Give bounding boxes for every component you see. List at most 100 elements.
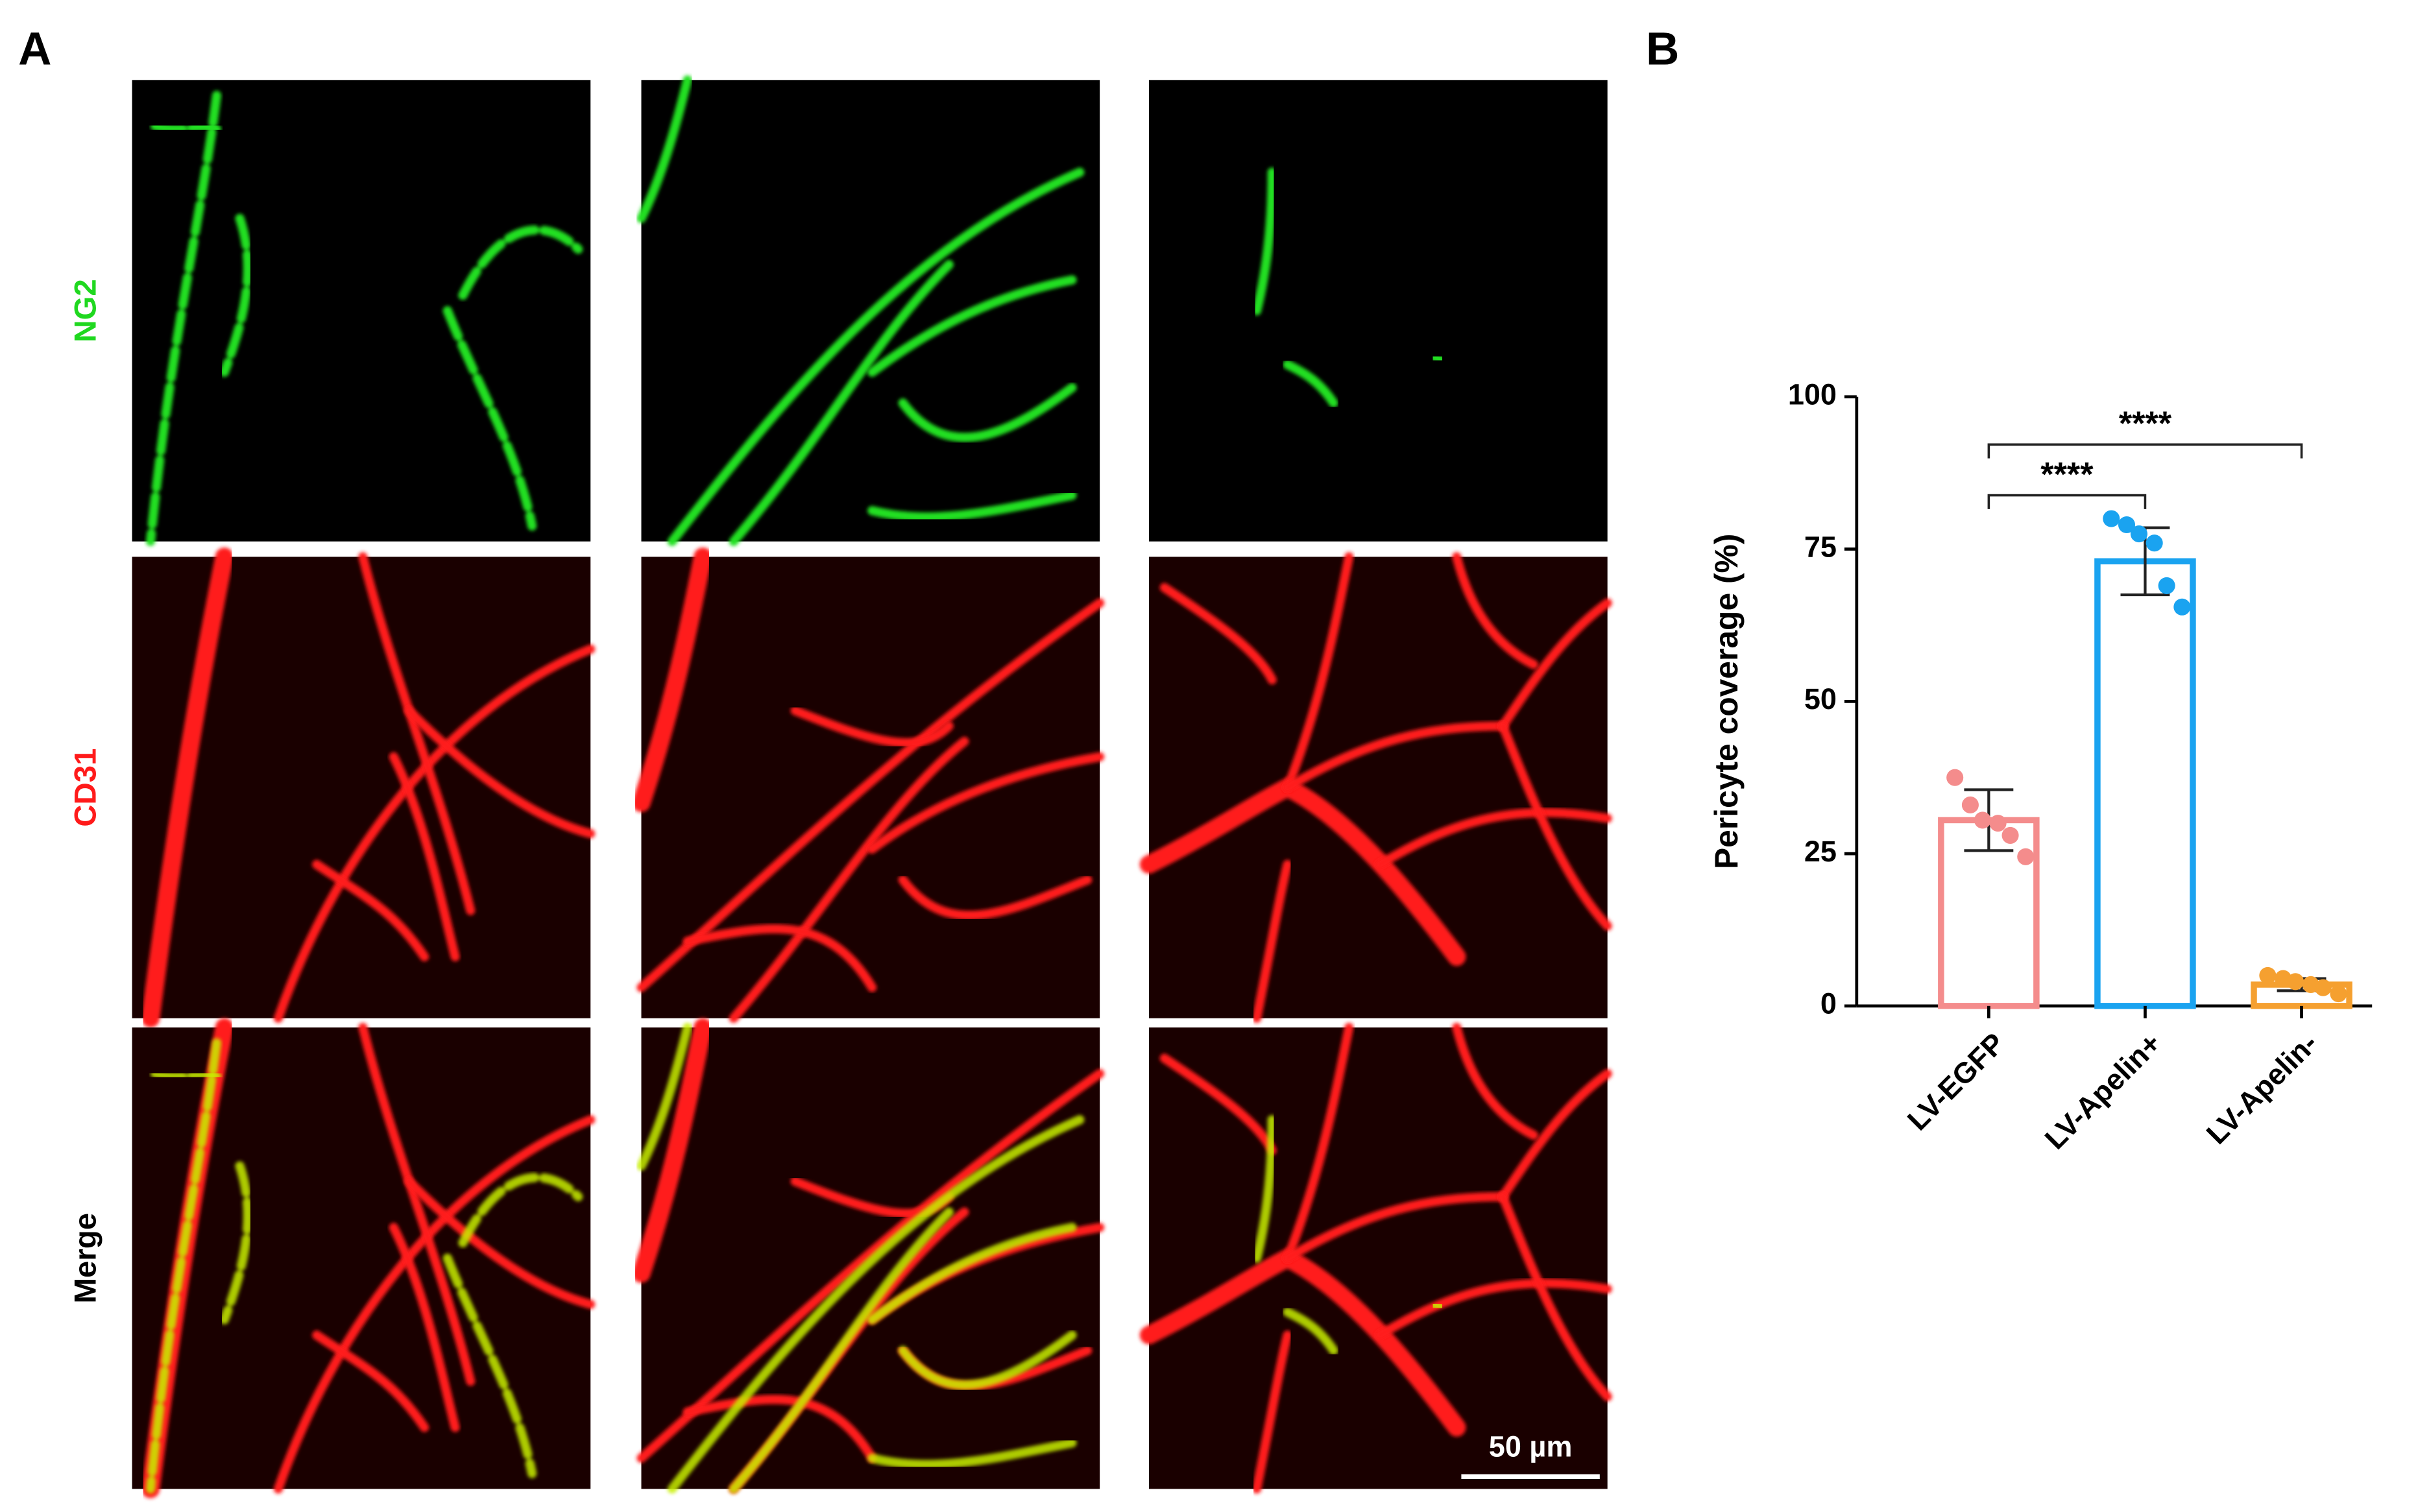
vessel-red: [898, 875, 1093, 920]
vessel-red: [790, 706, 954, 748]
vessel-red: [358, 552, 476, 915]
vessel-green: [442, 1253, 537, 1478]
significance-label: ****: [2040, 456, 2094, 494]
vessel-red: [1283, 721, 1508, 793]
vessel-red: [683, 1395, 877, 1463]
row-label: NG2: [68, 279, 103, 342]
vessel-red: [312, 1330, 429, 1432]
vessel-green: [151, 1069, 222, 1082]
micrograph: [132, 1018, 596, 1498]
significance-label: ****: [2119, 405, 2172, 443]
vessel-green: [145, 90, 222, 546]
data-point: [2259, 966, 2277, 984]
vessel-green: [636, 75, 692, 223]
vessel-green: [729, 259, 954, 546]
micrograph: [1139, 1022, 1612, 1494]
vessel-green: [867, 1438, 1077, 1469]
vessel-red: [867, 752, 1105, 854]
image-background: [132, 80, 591, 542]
vessel-red: [1139, 777, 1466, 966]
data-point: [2001, 826, 2019, 844]
vessel-red: [632, 547, 712, 813]
image-background: [1149, 80, 1608, 542]
micrograph: [632, 547, 1105, 1023]
vessel-green: [636, 1022, 692, 1171]
vessel-green: [667, 167, 1085, 546]
vessel-red: [389, 1223, 460, 1432]
vessel-red: [1375, 1278, 1612, 1340]
vessel-green: [458, 1173, 583, 1248]
data-point: [2118, 516, 2136, 534]
vessel-green: [1251, 1115, 1277, 1263]
row-label: CD31: [68, 749, 103, 827]
vessel-red: [273, 644, 596, 1023]
vessel-red: [141, 547, 234, 1028]
vessel-red: [1159, 582, 1277, 685]
vessel-red: [1139, 1247, 1466, 1437]
vessel-green: [458, 225, 583, 300]
row-label: Merge: [68, 1213, 103, 1304]
vessel-red: [273, 1115, 596, 1494]
vessel-red: [1283, 1192, 1508, 1263]
image-background: [132, 1027, 591, 1489]
vessel-green: [867, 275, 1077, 377]
vessel-red: [404, 706, 596, 839]
micrograph: [1149, 80, 1608, 542]
vessel-red: [312, 859, 429, 962]
vessel-red: [1498, 721, 1612, 931]
vessel-green: [151, 121, 222, 134]
panel-label: A: [18, 23, 51, 75]
x-tick-label: LV-EGFP: [1901, 1026, 2011, 1136]
data-point: [2314, 979, 2332, 996]
panel-label: B: [1646, 23, 1679, 75]
panel-a: LV-EGFPLV-Apelin+LV-Apelin-NG2CD31Merge5…: [68, 75, 1612, 1498]
data-point: [2173, 598, 2191, 616]
vessel-green: [219, 213, 252, 377]
data-point: [2158, 577, 2175, 594]
vessel-red: [1283, 1022, 1354, 1263]
y-tick-label: 75: [1804, 530, 1837, 563]
vessel-red: [636, 598, 1105, 992]
vessel-green: [442, 306, 537, 531]
vessel-green: [667, 1115, 1085, 1494]
micrograph: [132, 547, 596, 1028]
vessel-red: [1375, 808, 1612, 869]
data-point: [1961, 796, 1979, 813]
vessel-green: [898, 383, 1077, 442]
y-tick-label: 50: [1804, 682, 1837, 715]
vessel-green: [1429, 352, 1446, 365]
vessel-green: [219, 1161, 252, 1325]
vessel-red: [729, 736, 969, 1023]
vessel-red: [1498, 598, 1612, 731]
vessel-green: [898, 1330, 1077, 1390]
micrograph: [632, 1018, 1105, 1494]
vessel-red: [1251, 859, 1292, 1023]
vessel-red: [389, 752, 460, 962]
vessel-green: [1283, 359, 1338, 408]
significance-bracket: [1987, 494, 2147, 509]
vessel-red: [632, 1018, 712, 1283]
vessel-red: [1159, 1053, 1277, 1155]
data-point: [1989, 815, 2007, 832]
vessel-red: [1452, 552, 1538, 669]
vessel-red: [683, 924, 877, 992]
data-point: [1974, 811, 1991, 829]
y-axis-label: Pericyte coverage (%): [1708, 534, 1745, 869]
vessel-red: [636, 1069, 1105, 1463]
vessel-green: [1429, 1299, 1446, 1312]
data-point: [2103, 510, 2120, 527]
micrograph: [1139, 552, 1612, 1023]
data-point: [2330, 985, 2347, 1003]
vessel-green: [1251, 167, 1277, 316]
image-background: [132, 557, 591, 1018]
vessel-red: [1283, 552, 1354, 793]
scale-bar-label: 50 µm: [1489, 1430, 1573, 1463]
vessel-red: [358, 1022, 476, 1386]
vessel-red: [1498, 1192, 1612, 1402]
micrograph: [636, 75, 1100, 546]
data-point: [2130, 525, 2148, 543]
data-point: [2286, 973, 2304, 990]
